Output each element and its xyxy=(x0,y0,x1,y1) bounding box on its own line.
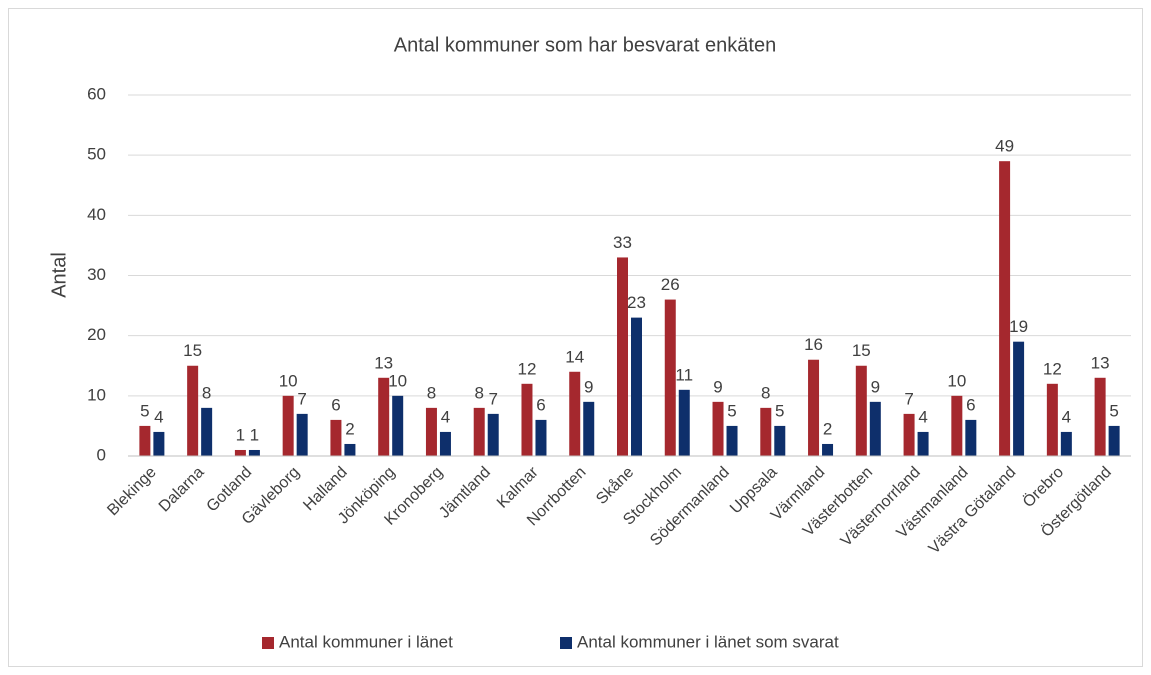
data-label: 16 xyxy=(804,335,823,354)
bar xyxy=(535,419,547,456)
legend-label: Antal kommuner i länet xyxy=(279,632,453,651)
data-label: 9 xyxy=(584,377,593,396)
bar xyxy=(903,413,915,456)
data-label: 7 xyxy=(904,389,913,408)
y-tick-label: 60 xyxy=(87,84,106,103)
y-axis-label: Antal xyxy=(48,252,70,298)
data-label: 2 xyxy=(345,419,354,438)
data-label: 10 xyxy=(388,371,407,390)
y-tick-label: 20 xyxy=(87,325,106,344)
data-label: 9 xyxy=(871,377,880,396)
bar xyxy=(808,359,820,456)
bar xyxy=(1046,383,1058,456)
bar xyxy=(330,419,342,456)
y-tick-label: 10 xyxy=(87,385,106,404)
bar xyxy=(425,407,437,456)
data-label: 10 xyxy=(279,371,298,390)
data-label: 8 xyxy=(427,383,436,402)
bar xyxy=(521,383,533,456)
data-label: 1 xyxy=(236,425,245,444)
data-label: 6 xyxy=(331,395,340,414)
y-tick-label: 0 xyxy=(97,445,106,464)
bar xyxy=(951,395,963,456)
bar xyxy=(234,449,246,456)
data-label: 13 xyxy=(374,353,393,372)
chart-title: Antal kommuner som har besvarat enkäten xyxy=(394,34,776,56)
bar xyxy=(282,395,294,456)
bar xyxy=(487,413,499,456)
data-label: 8 xyxy=(202,383,211,402)
bar xyxy=(1060,431,1072,456)
data-label: 5 xyxy=(727,401,736,420)
data-label: 9 xyxy=(713,377,722,396)
data-label: 2 xyxy=(823,419,832,438)
bar xyxy=(1013,341,1025,456)
bar xyxy=(583,401,595,456)
legend-label: Antal kommuner i länet som svarat xyxy=(577,632,839,651)
data-label: 15 xyxy=(183,341,202,360)
bar xyxy=(344,443,356,456)
bar xyxy=(617,257,628,456)
bar xyxy=(917,431,929,456)
data-label: 10 xyxy=(947,371,966,390)
bar xyxy=(712,401,724,456)
bar xyxy=(999,161,1011,456)
data-label: 8 xyxy=(474,383,483,402)
bar xyxy=(631,317,642,456)
data-label: 14 xyxy=(565,347,584,366)
data-label: 7 xyxy=(488,389,497,408)
data-label: 1 xyxy=(250,425,259,444)
legend-swatch xyxy=(560,637,572,649)
bar xyxy=(774,425,786,456)
data-label: 4 xyxy=(918,407,927,426)
data-label: 12 xyxy=(518,359,537,378)
data-label: 8 xyxy=(761,383,770,402)
data-label: 33 xyxy=(613,233,632,252)
data-label: 15 xyxy=(852,341,871,360)
bar xyxy=(678,389,690,456)
y-tick-label: 30 xyxy=(87,265,106,284)
data-label: 19 xyxy=(1009,317,1028,336)
bar xyxy=(439,431,451,456)
y-tick-label: 40 xyxy=(87,205,106,224)
bar xyxy=(1108,425,1120,456)
bar xyxy=(664,299,676,456)
bar xyxy=(296,413,308,456)
bar xyxy=(760,407,772,456)
bar xyxy=(378,377,390,456)
bar xyxy=(153,431,165,456)
data-label: 11 xyxy=(675,365,693,384)
bar xyxy=(187,365,199,456)
data-label: 5 xyxy=(775,401,784,420)
data-label: 6 xyxy=(966,395,975,414)
bar xyxy=(569,371,581,456)
y-tick-label: 50 xyxy=(87,145,106,164)
chart-border xyxy=(8,8,1143,667)
data-label: 4 xyxy=(441,407,450,426)
bar xyxy=(855,365,867,456)
bar xyxy=(822,443,834,456)
bar xyxy=(869,401,881,456)
bar xyxy=(139,425,151,456)
data-label: 13 xyxy=(1091,353,1110,372)
data-label: 6 xyxy=(536,395,545,414)
data-label: 5 xyxy=(1109,401,1118,420)
legend-swatch xyxy=(262,637,274,649)
bar xyxy=(473,407,485,456)
data-label: 49 xyxy=(995,137,1014,156)
data-label: 4 xyxy=(154,407,163,426)
data-label: 7 xyxy=(297,389,306,408)
bar xyxy=(1094,377,1106,456)
data-label: 23 xyxy=(627,293,646,312)
bar xyxy=(965,419,977,456)
data-label: 26 xyxy=(661,275,680,294)
bar xyxy=(392,395,404,456)
data-label: 12 xyxy=(1043,359,1062,378)
data-label: 4 xyxy=(1062,407,1071,426)
bar xyxy=(726,425,738,456)
data-label: 5 xyxy=(140,401,149,420)
bar xyxy=(248,449,260,456)
bar xyxy=(201,407,213,456)
